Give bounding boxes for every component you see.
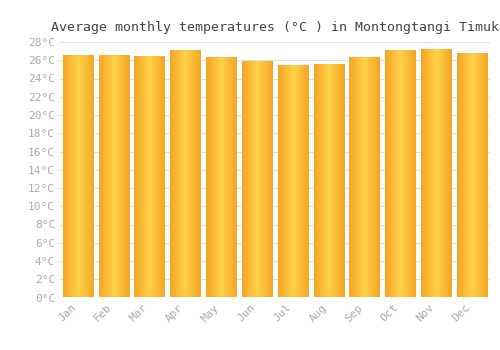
Title: Average monthly temperatures (°C ) in Montongtangi Timuk: Average monthly temperatures (°C ) in Mo… [51,21,499,34]
